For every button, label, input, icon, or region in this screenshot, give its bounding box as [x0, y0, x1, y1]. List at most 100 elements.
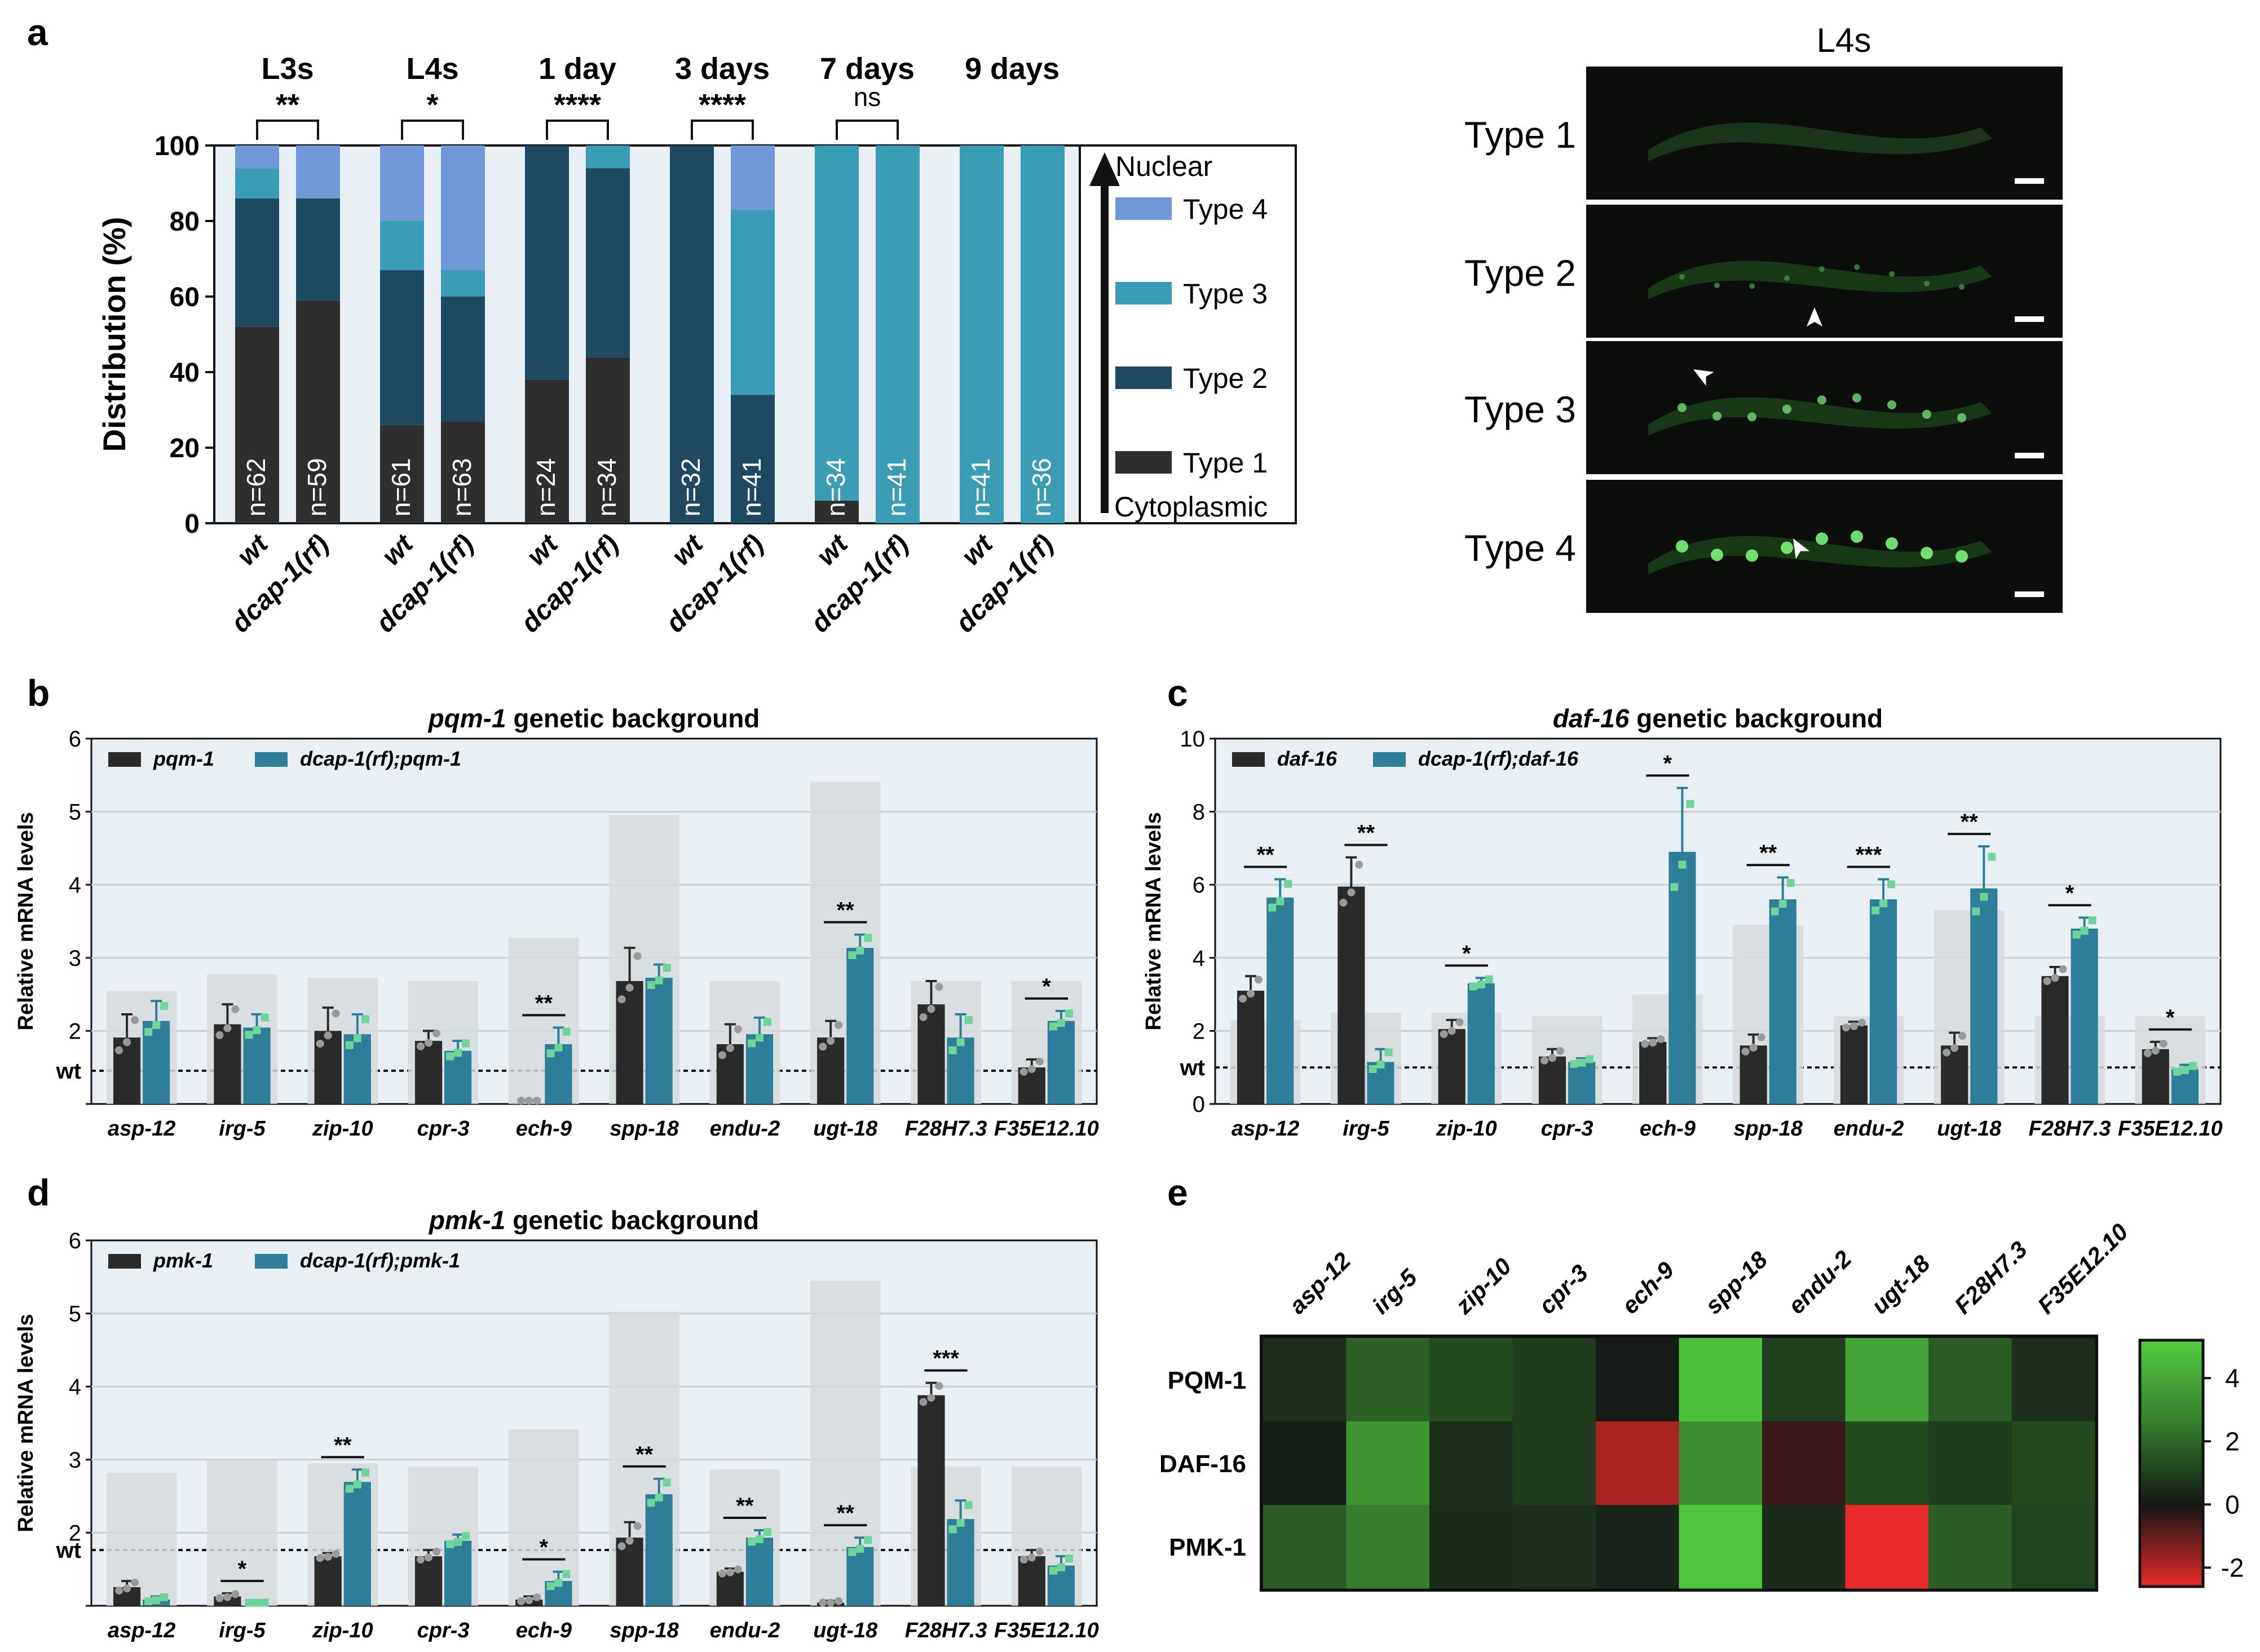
chart-title-rest: genetic background — [1629, 704, 1883, 733]
data-point — [2180, 1066, 2189, 1074]
data-point — [1347, 888, 1356, 896]
bar-control — [716, 1571, 744, 1606]
data-point — [1887, 880, 1896, 889]
significance-label: ** — [1257, 842, 1275, 867]
group-title: L4s — [406, 52, 458, 86]
scale-bar — [2015, 316, 2044, 322]
scale-bar — [2015, 178, 2044, 184]
legend-item-label: Type 3 — [1183, 278, 1268, 310]
significance-label: * — [1462, 941, 1471, 966]
data-point — [647, 1499, 655, 1507]
significance-label: **** — [699, 88, 746, 122]
data-point — [1057, 1563, 1065, 1571]
nucleus-spot — [1782, 404, 1791, 414]
bar-dcap-1 — [444, 1540, 472, 1606]
data-point — [446, 1540, 454, 1548]
nucleus-spot — [1816, 532, 1828, 545]
data-point — [848, 1548, 857, 1556]
nucleus-spot — [1714, 282, 1720, 289]
data-point — [1657, 1035, 1665, 1043]
data-point — [316, 1554, 324, 1562]
nucleus-spot — [1676, 540, 1688, 553]
significance-bracket — [691, 120, 754, 140]
x-tick-label: irg-5 — [219, 1117, 266, 1141]
data-point — [345, 1041, 354, 1049]
data-point — [819, 1598, 827, 1607]
image-row-label: Type 1 — [1464, 114, 1576, 156]
heatmap-cell — [1679, 1505, 1763, 1589]
data-point — [554, 1043, 563, 1052]
data-point — [1247, 990, 1255, 998]
data-point — [1842, 1023, 1850, 1032]
significance-bracket — [256, 120, 319, 140]
data-point — [1239, 995, 1247, 1003]
data-point — [160, 1002, 169, 1010]
nucleus-spot — [1784, 275, 1790, 281]
significance-label: ** — [1357, 821, 1375, 846]
background-bar — [508, 1429, 579, 1606]
legend-item-label: Type 4 — [1183, 193, 1268, 225]
x-tick-label: endu-2 — [1834, 1117, 1904, 1141]
significance-label: ** — [837, 1501, 855, 1526]
x-tick-label: ech-9 — [1640, 1117, 1696, 1141]
legend-swatch — [1373, 752, 1406, 767]
panel-d-bar-chart: 2 3 4 5 6 wt Relative mRNA levels pmk-1 genetic… — [14, 1205, 1099, 1642]
heatmap-cell — [1596, 1338, 1679, 1422]
data-point — [1447, 1027, 1456, 1035]
data-point — [1019, 1067, 1028, 1076]
x-tick-label: cpr-3 — [417, 1117, 470, 1141]
data-point — [517, 1597, 526, 1606]
data-point — [2151, 1046, 2160, 1055]
data-point — [1485, 975, 1493, 983]
image-row-label: Type 2 — [1464, 252, 1576, 294]
bar-control — [1237, 991, 1265, 1104]
data-point — [1771, 907, 1779, 916]
n-label: n=41 — [966, 458, 995, 516]
data-point — [1035, 1547, 1044, 1556]
data-point — [562, 1027, 571, 1036]
data-point — [1065, 1009, 1073, 1018]
heatmap-cell — [1346, 1338, 1430, 1422]
significance-label: ns — [854, 82, 881, 112]
legend-swatch — [1115, 366, 1172, 389]
significance-label: ** — [535, 991, 553, 1016]
data-point — [1678, 860, 1687, 869]
nucleus-spot — [1957, 413, 1966, 422]
data-point — [756, 1033, 764, 1042]
data-point — [361, 1015, 369, 1023]
data-point — [956, 1038, 965, 1046]
significance-label: ** — [635, 1442, 654, 1467]
chart-title-gene: daf-16 — [1553, 704, 1630, 733]
significance-bracket — [546, 120, 609, 140]
data-point — [1339, 898, 1348, 907]
nucleus-spot — [1746, 549, 1758, 562]
significance-label: ** — [837, 898, 855, 923]
y-axis-label: Relative mRNA levels — [14, 1314, 38, 1532]
heatmap-cell — [2011, 1421, 2095, 1505]
bar-segment-type-2 — [525, 145, 569, 380]
x-tick-label: endu-2 — [710, 1619, 780, 1642]
chart-title: pmk-1 genetic background — [428, 1205, 759, 1235]
data-point — [1455, 1018, 1464, 1027]
n-label: n=61 — [386, 458, 416, 516]
data-point — [927, 1393, 935, 1402]
bar-control — [1538, 1056, 1566, 1104]
bar-dcap-1 — [645, 978, 673, 1104]
data-point — [546, 1049, 555, 1058]
x-tick-label: F35E12.10 — [2118, 1117, 2223, 1141]
data-point — [533, 1097, 541, 1105]
heatmap-cell — [1263, 1338, 1347, 1422]
data-point — [462, 1039, 470, 1048]
heatmap-cell — [1596, 1421, 1679, 1505]
panel-b-bar-chart: 2 3 4 5 6 wt Relative mRNA levels pqm-1 genetic… — [14, 704, 1099, 1141]
nucleus-spot — [1852, 393, 1861, 403]
data-point — [1369, 1064, 1377, 1073]
legend-swatch — [255, 752, 288, 767]
panel-label-b: b — [27, 672, 50, 714]
legend-swatch — [108, 1254, 141, 1269]
data-point — [261, 1598, 269, 1607]
data-point — [131, 1578, 139, 1587]
chart-title: daf-16 genetic background — [1553, 704, 1883, 733]
y-tick-label: 6 — [69, 1229, 81, 1253]
data-point — [332, 1009, 340, 1018]
